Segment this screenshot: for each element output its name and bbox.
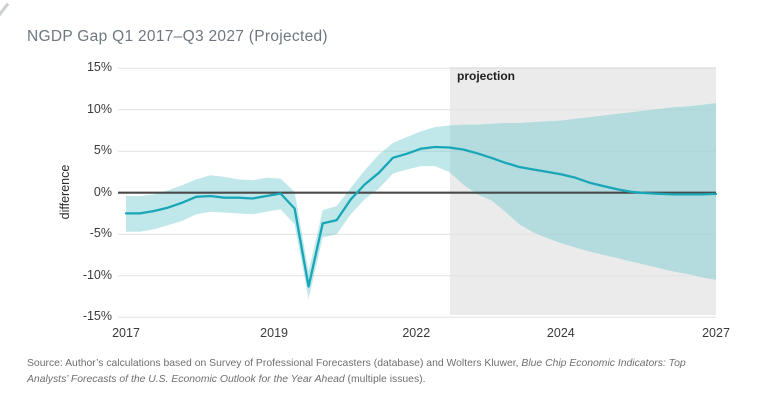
- y-tick-label--10%: -10%: [82, 267, 112, 282]
- y-tick-label--15%: -15%: [82, 309, 112, 324]
- x-tick-label-2019: 2019: [260, 326, 288, 340]
- projection-region: [449, 67, 716, 315]
- x-tick-label-2017: 2017: [112, 326, 140, 340]
- source-text: Source: Author’s calculations based on S…: [27, 358, 522, 369]
- source-note: Source: Author’s calculations based on S…: [27, 356, 753, 388]
- x-tick-label-2027: 2027: [702, 326, 730, 340]
- source-citation-italic: Blue Chip Economic Indicators: Top: [521, 358, 686, 369]
- chart-title: NGDP Gap Q1 2017–Q3 2027 (Projected): [27, 28, 328, 45]
- source-note-line: Analysts’ Forecasts of the U.S. Economic…: [27, 372, 753, 388]
- ngdp-gap-line: [124, 145, 718, 288]
- x-tick-label-2022: 2022: [402, 326, 431, 340]
- y-tick-label-10%: 10%: [86, 101, 112, 116]
- source-text: (multiple issues).: [344, 374, 426, 385]
- source-citation-italic: Analysts’ Forecasts of the U.S. Economic…: [27, 374, 345, 385]
- x-tick-label-2024: 2024: [546, 326, 575, 340]
- y-tick-label-5%: 5%: [93, 143, 112, 158]
- source-note-line: Source: Author’s calculations based on S…: [27, 356, 753, 372]
- y-tick-label--5%: -5%: [89, 226, 112, 241]
- confidence-band: [126, 103, 716, 299]
- y-tick-label-0%: 0%: [93, 184, 112, 199]
- y-tick-label-15%: 15%: [86, 60, 112, 75]
- projection-label: projection: [457, 69, 516, 83]
